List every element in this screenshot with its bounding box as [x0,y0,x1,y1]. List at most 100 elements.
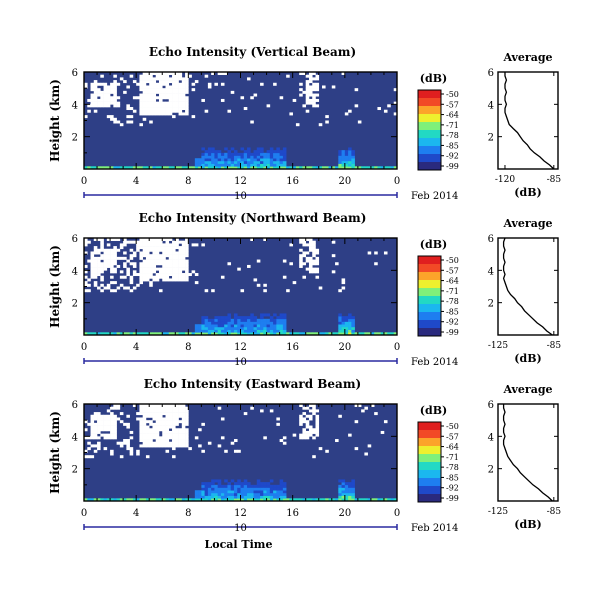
heatmap-cell [217,490,222,494]
heatmap-cell [351,152,355,156]
heatmap-cell [263,326,267,330]
heatmap-cell [344,152,349,156]
heatmap-cell [110,166,114,170]
heatmap-cell [302,238,307,241]
heatmap-cell [110,430,114,434]
colorbar-segment [418,484,441,487]
colorbar-segment [418,132,441,135]
heatmap-cell [282,318,287,322]
heatmap-cell [84,289,88,293]
heatmap-cell [162,107,166,111]
heatmap-cell [155,441,160,445]
heatmap-cell [282,436,287,440]
colorbar-frame [417,421,442,503]
heatmap-cell [237,479,241,483]
heatmap-cell [341,495,346,499]
heatmap-cell [113,428,117,432]
heatmap-cell [152,436,157,440]
profile-x-label: (dB) [514,352,541,365]
heatmap-cell [282,332,287,336]
heatmap-cell [142,248,147,252]
heatmap-cell [93,98,98,102]
heatmap [84,238,398,336]
colorbar-segment [418,292,441,295]
y-tick-label: 2 [72,133,78,144]
heatmap-cell [243,498,248,502]
heatmap-cell [266,321,271,325]
heatmap-cell [149,72,153,75]
heatmap-cell [110,422,114,426]
heatmap-cell [276,321,280,325]
heatmap-cell [106,115,111,119]
heatmap-cell [139,251,143,255]
heatmap-cell [87,98,91,102]
heatmap-cell [315,417,320,421]
heatmap-cell [168,404,173,407]
heatmap-cell [142,270,147,274]
heatmap-cell [123,240,127,244]
heatmap-cell [224,163,228,167]
heatmap-cell [136,246,140,250]
colorbar-segment [418,432,441,435]
heatmap-cell [201,487,205,491]
heatmap-cell [145,332,150,336]
heatmap-cell [217,160,222,164]
heatmap-cell [266,487,271,491]
heatmap-cell [240,498,245,502]
heatmap-cell [152,104,157,108]
heatmap-cell [126,267,130,271]
heatmap-cell [113,281,117,285]
heatmap-cell [158,414,163,418]
heatmap-cell [256,163,261,167]
heatmap-cell [341,492,346,496]
heatmap-cell [165,412,170,416]
heatmap-cell [175,420,179,424]
heatmap-cell [286,166,290,170]
heatmap-cell [155,254,160,258]
heatmap-cell [305,498,310,502]
heatmap-cell [97,430,101,434]
heatmap-cell [152,259,157,263]
profile-x-tick-label: -85 [547,507,562,517]
heatmap-cell [84,436,88,440]
heatmap-cell [204,326,209,330]
heatmap-cell [273,152,277,156]
heatmap-cell [207,492,212,496]
heatmap-cell [90,436,95,440]
heatmap-cell [139,262,143,266]
heatmap-cell [318,286,323,290]
heatmap-cell [204,495,209,499]
colorbar-segment [418,148,441,151]
heatmap-cell [152,166,157,170]
heatmap-cell [155,439,160,443]
heatmap-cell [155,166,160,170]
heatmap-cell [149,406,153,410]
colorbar-unit: (dB) [420,404,447,417]
colorbar-segment [418,468,441,471]
heatmap-cell [142,251,147,255]
heatmap-cell [276,417,280,421]
heatmap-cell [87,332,91,336]
heatmap-cell [185,240,189,244]
heatmap-cell [162,246,166,250]
heatmap-cell [97,256,101,260]
heatmap-cell [123,256,127,260]
heatmap-cell [172,420,176,424]
heatmap-cell [312,254,316,258]
heatmap-cell [273,155,277,159]
heatmap-cell [162,80,166,84]
heatmap-cell [84,238,88,241]
heatmap-cell [132,251,137,255]
heatmap-cell [315,82,320,86]
heatmap-cell [191,115,196,119]
heatmap-cell [139,77,143,81]
heatmap-cell [299,254,303,258]
heatmap-cell [152,441,157,445]
colorbar-segment [418,448,441,451]
heatmap-cell [155,406,160,410]
heatmap-cell [185,96,189,100]
heatmap-cell [263,332,267,336]
heatmap-cell [302,498,307,502]
heatmap-cell [266,326,271,330]
heatmap-cell [185,238,189,241]
